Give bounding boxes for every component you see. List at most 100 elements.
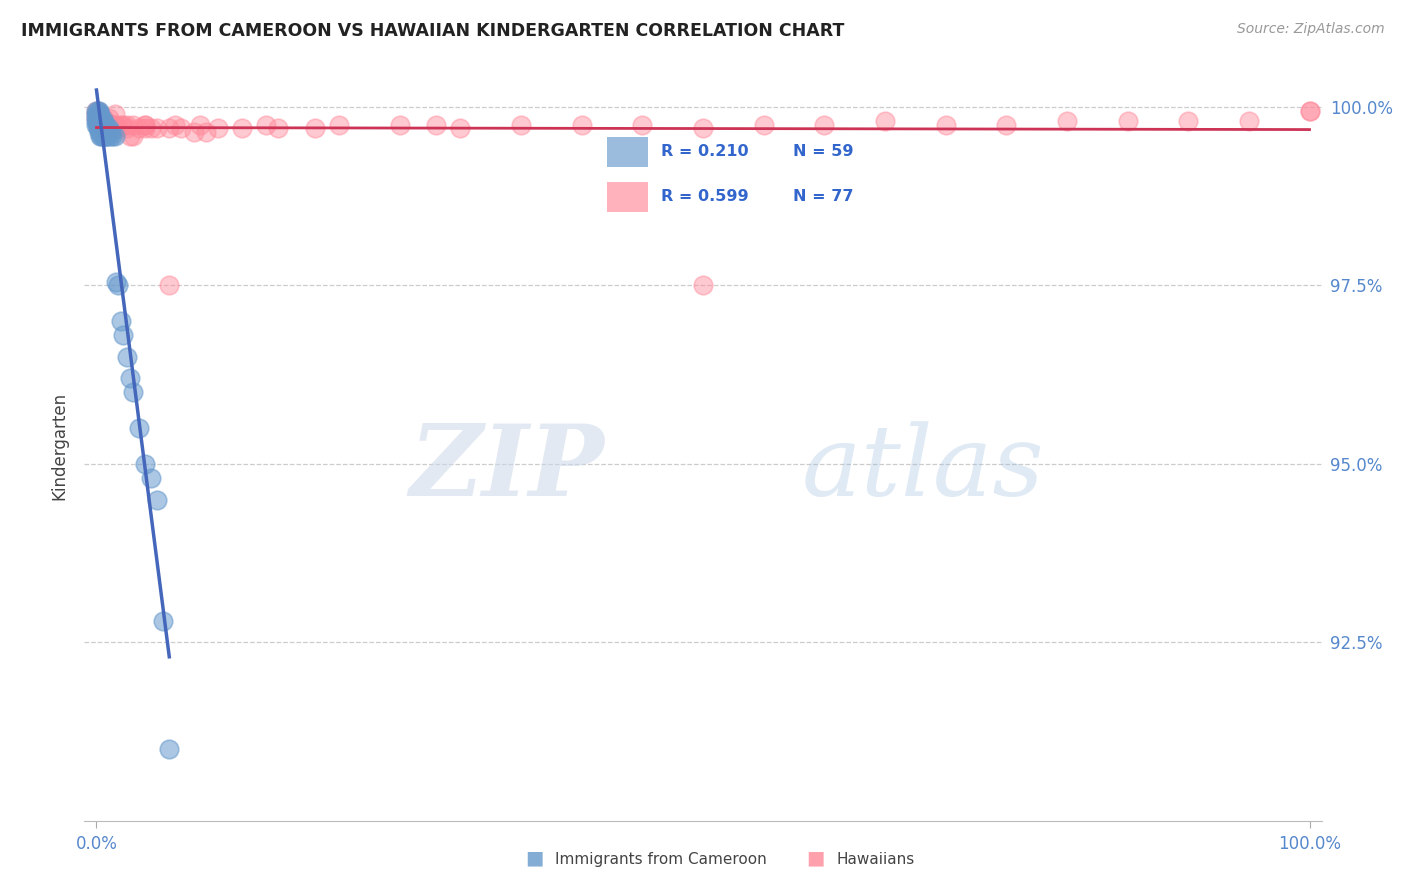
Point bbox=[86, 118, 108, 132]
Point bbox=[96, 118, 118, 132]
Point bbox=[157, 278, 180, 293]
Point bbox=[89, 111, 111, 125]
Point bbox=[96, 121, 118, 136]
Point bbox=[388, 118, 411, 132]
Point bbox=[100, 125, 122, 139]
Point bbox=[87, 111, 110, 125]
Point bbox=[86, 114, 108, 128]
Point bbox=[146, 121, 169, 136]
Point bbox=[183, 125, 205, 139]
Point bbox=[128, 121, 150, 136]
Point bbox=[87, 107, 110, 121]
Point bbox=[146, 492, 169, 507]
Point bbox=[97, 111, 120, 125]
Point bbox=[86, 103, 108, 118]
Point bbox=[89, 114, 111, 128]
Point bbox=[328, 118, 350, 132]
Point bbox=[93, 121, 115, 136]
Point bbox=[86, 107, 108, 121]
Point bbox=[134, 118, 156, 132]
Point bbox=[170, 121, 193, 136]
Point bbox=[96, 121, 118, 136]
Point bbox=[97, 121, 120, 136]
Point bbox=[87, 118, 110, 132]
Point bbox=[86, 121, 108, 136]
Point bbox=[165, 118, 187, 132]
Y-axis label: Kindergarten: Kindergarten bbox=[51, 392, 69, 500]
Point bbox=[86, 111, 108, 125]
Point bbox=[89, 111, 111, 125]
Point bbox=[89, 128, 111, 143]
Text: Hawaiians: Hawaiians bbox=[837, 852, 915, 867]
Point bbox=[571, 118, 593, 132]
Point bbox=[87, 103, 110, 118]
Point bbox=[104, 121, 127, 136]
Point bbox=[86, 107, 108, 121]
Point bbox=[93, 128, 115, 143]
Point bbox=[86, 111, 108, 125]
Point bbox=[87, 107, 110, 121]
Point bbox=[91, 118, 114, 132]
Text: ■: ■ bbox=[806, 848, 825, 867]
Point bbox=[97, 121, 120, 136]
Point bbox=[110, 118, 132, 132]
Point bbox=[254, 118, 277, 132]
Point bbox=[89, 121, 111, 136]
Point bbox=[115, 350, 138, 364]
Point bbox=[510, 118, 533, 132]
Point bbox=[110, 314, 132, 328]
Point bbox=[813, 118, 835, 132]
Point bbox=[94, 128, 117, 143]
Point bbox=[104, 107, 127, 121]
Point bbox=[122, 385, 145, 400]
Point bbox=[1298, 103, 1320, 118]
Point bbox=[96, 128, 118, 143]
Point bbox=[134, 121, 156, 136]
Point bbox=[267, 121, 290, 136]
Point bbox=[94, 121, 117, 136]
Point bbox=[87, 125, 110, 139]
Point bbox=[93, 114, 115, 128]
Point bbox=[86, 114, 108, 128]
Point bbox=[90, 128, 112, 143]
Point bbox=[91, 118, 114, 132]
Point bbox=[157, 742, 180, 756]
Point bbox=[631, 118, 654, 132]
Point bbox=[207, 121, 229, 136]
Point bbox=[1116, 114, 1139, 128]
Point bbox=[86, 107, 108, 121]
Point bbox=[935, 118, 957, 132]
Point bbox=[692, 278, 714, 293]
Point bbox=[122, 128, 145, 143]
Point bbox=[304, 121, 326, 136]
Point bbox=[120, 371, 142, 385]
Point bbox=[96, 121, 118, 136]
Point bbox=[1177, 114, 1199, 128]
Point bbox=[692, 121, 714, 136]
Point bbox=[231, 121, 253, 136]
Point bbox=[139, 471, 162, 485]
Point bbox=[100, 118, 122, 132]
Point bbox=[101, 121, 124, 136]
Point bbox=[96, 128, 118, 143]
Point bbox=[120, 128, 142, 143]
Point bbox=[86, 103, 108, 118]
Point bbox=[90, 114, 112, 128]
Point bbox=[91, 121, 114, 136]
Text: ZIP: ZIP bbox=[409, 420, 605, 516]
Point bbox=[86, 118, 108, 132]
Point bbox=[449, 121, 471, 136]
Point bbox=[86, 118, 108, 132]
Point bbox=[87, 121, 110, 136]
Point bbox=[86, 103, 108, 118]
Point bbox=[104, 118, 127, 132]
Point bbox=[94, 118, 117, 132]
Text: IMMIGRANTS FROM CAMEROON VS HAWAIIAN KINDERGARTEN CORRELATION CHART: IMMIGRANTS FROM CAMEROON VS HAWAIIAN KIN… bbox=[21, 22, 845, 40]
Point bbox=[1298, 103, 1320, 118]
Point bbox=[87, 111, 110, 125]
Point bbox=[873, 114, 896, 128]
Point bbox=[89, 118, 111, 132]
Point bbox=[188, 118, 211, 132]
Point bbox=[90, 111, 112, 125]
Text: Immigrants from Cameroon: Immigrants from Cameroon bbox=[555, 852, 768, 867]
